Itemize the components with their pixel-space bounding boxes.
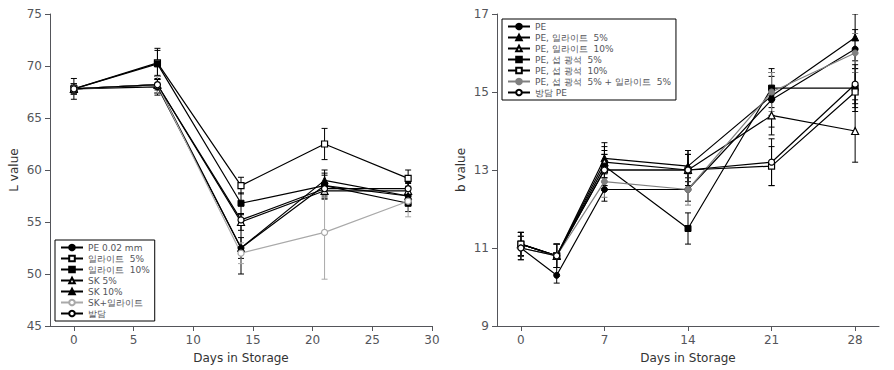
svg-text:SK 10%: SK 10% (88, 287, 123, 297)
svg-text:L value: L value (7, 148, 21, 191)
svg-text:PE, 일라이트 5%: PE, 일라이트 5% (535, 33, 608, 43)
svg-text:20: 20 (305, 333, 320, 347)
svg-text:PE: PE (535, 22, 546, 32)
svg-text:5: 5 (130, 333, 138, 347)
svg-text:일라이트 5%: 일라이트 5% (88, 254, 144, 264)
svg-text:50: 50 (27, 267, 42, 281)
svg-text:21: 21 (764, 333, 779, 347)
svg-text:0: 0 (517, 333, 525, 347)
svg-text:PE, 일라이트 10%: PE, 일라이트 10% (535, 44, 614, 54)
svg-text:PE, 섭 광석 5% + 일라이트 5%: PE, 섭 광석 5% + 일라이트 5% (535, 77, 671, 87)
svg-text:70: 70 (27, 59, 42, 73)
svg-text:15: 15 (245, 333, 260, 347)
svg-text:30: 30 (424, 333, 439, 347)
svg-text:b value: b value (454, 148, 468, 192)
svg-text:SK 5%: SK 5% (88, 276, 117, 286)
svg-text:15: 15 (474, 85, 489, 99)
svg-text:65: 65 (27, 111, 42, 125)
svg-text:17: 17 (474, 7, 489, 21)
svg-text:9: 9 (481, 319, 489, 333)
svg-text:60: 60 (27, 163, 42, 177)
svg-text:25: 25 (365, 333, 380, 347)
svg-text:0: 0 (70, 333, 78, 347)
svg-text:45: 45 (27, 319, 42, 333)
svg-text:13: 13 (474, 163, 489, 177)
svg-text:일라이트 10%: 일라이트 10% (88, 265, 150, 275)
svg-text:PE 0.02 mm: PE 0.02 mm (88, 243, 142, 253)
svg-text:발담: 발담 (88, 309, 106, 319)
svg-text:PE, 섭 광석 5%: PE, 섭 광석 5% (535, 55, 602, 65)
svg-text:7: 7 (601, 333, 609, 347)
svg-text:PE, 섭 광석 10%: PE, 섭 광석 10% (535, 66, 608, 76)
svg-text:55: 55 (27, 215, 42, 229)
svg-text:SK+일라이트: SK+일라이트 (88, 298, 143, 308)
svg-text:28: 28 (847, 333, 862, 347)
svg-text:75: 75 (27, 7, 42, 21)
svg-text:방담 PE: 방담 PE (535, 88, 567, 98)
svg-text:Days in Storage: Days in Storage (193, 351, 288, 365)
svg-text:10: 10 (186, 333, 201, 347)
svg-text:Days in Storage: Days in Storage (640, 351, 735, 365)
svg-text:14: 14 (680, 333, 695, 347)
svg-text:11: 11 (474, 241, 489, 255)
